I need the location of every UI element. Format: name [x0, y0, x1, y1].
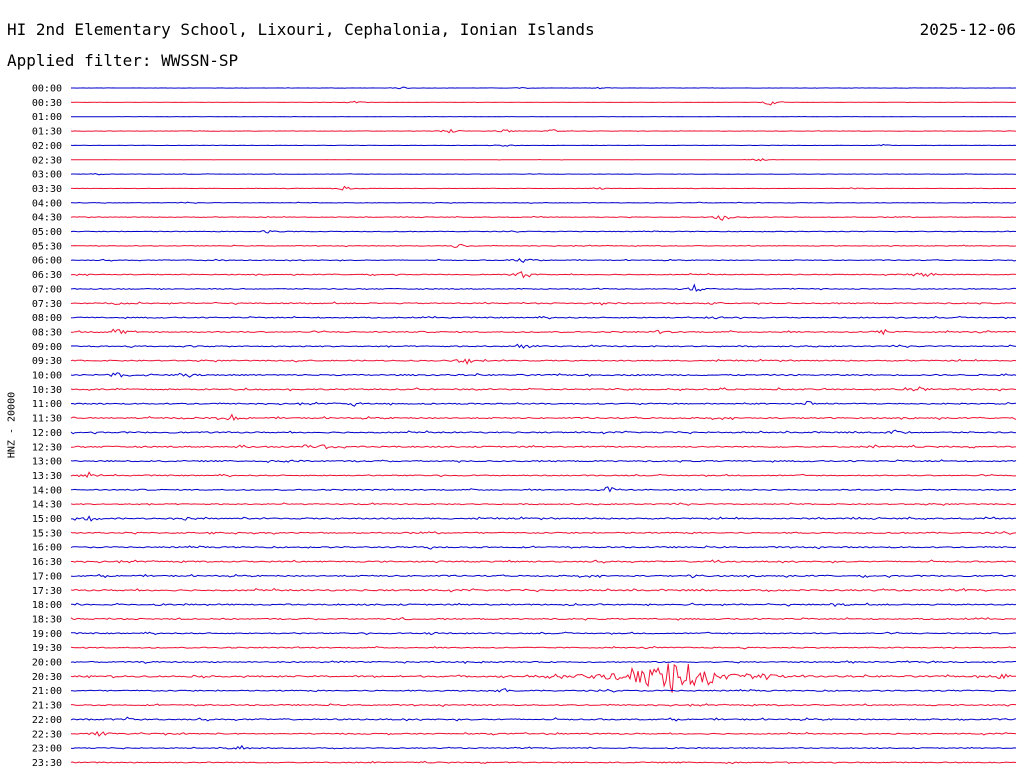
trace-2300 [70, 744, 1017, 750]
trace-0930 [70, 358, 1017, 366]
trace-1900 [71, 631, 1017, 636]
trace-1930 [70, 645, 1017, 650]
trace-0900 [70, 343, 1017, 349]
time-tick-label: 18:30 [32, 614, 62, 625]
time-tick-label: 14:30 [32, 500, 62, 511]
trace-1430 [70, 502, 1017, 506]
trace-0730 [70, 301, 1017, 306]
trace-2230 [70, 730, 1017, 737]
time-tick-label: 12:00 [32, 428, 62, 439]
time-tick-label: 17:00 [32, 571, 62, 582]
trace-1730 [70, 587, 1017, 593]
trace-0830 [70, 328, 1017, 336]
trace-2130 [71, 703, 1017, 707]
trace-0800 [70, 315, 1017, 320]
trace-1800 [70, 602, 1017, 608]
time-tick-label: 11:30 [32, 414, 62, 425]
trace-0400 [70, 201, 1017, 204]
trace-0000 [71, 86, 1016, 90]
trace-1300 [70, 459, 1017, 464]
time-tick-label: 07:30 [32, 299, 62, 310]
time-tick-label: 14:00 [32, 485, 62, 496]
time-tick-label: 09:30 [32, 356, 62, 367]
time-tick-label: 02:30 [32, 155, 62, 166]
time-tick-label: 23:00 [32, 744, 62, 755]
trace-1030 [70, 386, 1017, 392]
trace-1530 [70, 531, 1017, 535]
time-tick-label: 10:00 [32, 371, 62, 382]
time-tick-label: 01:00 [32, 112, 62, 123]
time-tick-label: 16:30 [32, 557, 62, 568]
trace-0600 [70, 258, 1017, 263]
time-tick-label: 06:30 [32, 270, 62, 281]
time-tick-label: 19:30 [32, 643, 62, 654]
trace-0530 [71, 243, 1017, 249]
time-tick-label: 09:00 [32, 342, 62, 353]
time-tick-label: 17:30 [32, 586, 62, 597]
trace-1000 [70, 372, 1017, 378]
time-tick-label: 15:00 [32, 514, 62, 525]
trace-0500 [70, 229, 1017, 234]
trace-1700 [70, 573, 1017, 579]
time-tick-label: 21:30 [32, 701, 62, 712]
time-tick-label: 11:00 [32, 399, 62, 410]
trace-0130 [70, 128, 1017, 134]
trace-0030 [70, 100, 1017, 106]
trace-1400 [70, 486, 1017, 493]
time-tick-label: 08:00 [32, 313, 62, 324]
time-tick-label: 05:30 [32, 241, 62, 252]
trace-0700 [70, 283, 1017, 292]
time-tick-label: 04:00 [32, 198, 62, 209]
time-tick-label: 20:30 [32, 672, 62, 683]
time-tick-label: 20:00 [32, 658, 62, 669]
time-tick-label: 01:30 [32, 127, 62, 138]
time-tick-label: 03:00 [32, 170, 62, 181]
time-tick-label: 10:30 [32, 385, 62, 396]
trace-2100 [70, 688, 1017, 693]
trace-2030 [70, 663, 1017, 693]
trace-2330 [70, 760, 1017, 765]
time-tick-label: 05:00 [32, 227, 62, 238]
trace-2000 [70, 660, 1016, 664]
trace-0300 [70, 172, 1016, 176]
trace-0330 [71, 185, 1017, 191]
time-tick-label: 04:30 [32, 213, 62, 224]
date-label: 2025-12-06 [919, 20, 1016, 39]
time-tick-label: 22:00 [32, 715, 62, 726]
filter-label: Applied filter: WWSSN-SP [7, 51, 239, 70]
time-tick-label: 16:00 [32, 543, 62, 554]
time-tick-label: 08:30 [32, 327, 62, 338]
time-tick-label: 13:30 [32, 471, 62, 482]
trace-1230 [71, 444, 1016, 450]
time-tick-label: 12:30 [32, 442, 62, 453]
trace-1330 [70, 471, 1016, 479]
time-tick-label: 15:30 [32, 528, 62, 539]
trace-0230 [70, 158, 1016, 162]
trace-1500 [71, 515, 1017, 522]
time-tick-label: 22:30 [32, 729, 62, 740]
trace-1600 [70, 545, 1017, 550]
time-tick-label: 00:00 [32, 84, 62, 95]
trace-1200 [70, 429, 1017, 435]
time-tick-label: 07:00 [32, 284, 62, 295]
trace-1630 [71, 559, 1017, 564]
time-tick-label: 18:00 [32, 600, 62, 611]
time-tick-label: 19:00 [32, 629, 62, 640]
trace-1830 [70, 617, 1017, 621]
time-tick-label: 00:30 [32, 98, 62, 109]
trace-0200 [70, 143, 1017, 147]
time-tick-label: 03:30 [32, 184, 62, 195]
time-tick-label: 21:00 [32, 686, 62, 697]
time-tick-label: 13:00 [32, 457, 62, 468]
time-tick-label: 02:00 [32, 141, 62, 152]
trace-1100 [70, 400, 1017, 407]
trace-0630 [70, 271, 1017, 279]
time-tick-label: 23:30 [32, 758, 62, 769]
trace-0430 [70, 215, 1016, 221]
trace-1130 [70, 413, 1017, 421]
time-tick-label: 06:00 [32, 256, 62, 267]
station-title: HI 2nd Elementary School, Lixouri, Cepha… [7, 20, 595, 39]
trace-2200 [70, 716, 1017, 722]
